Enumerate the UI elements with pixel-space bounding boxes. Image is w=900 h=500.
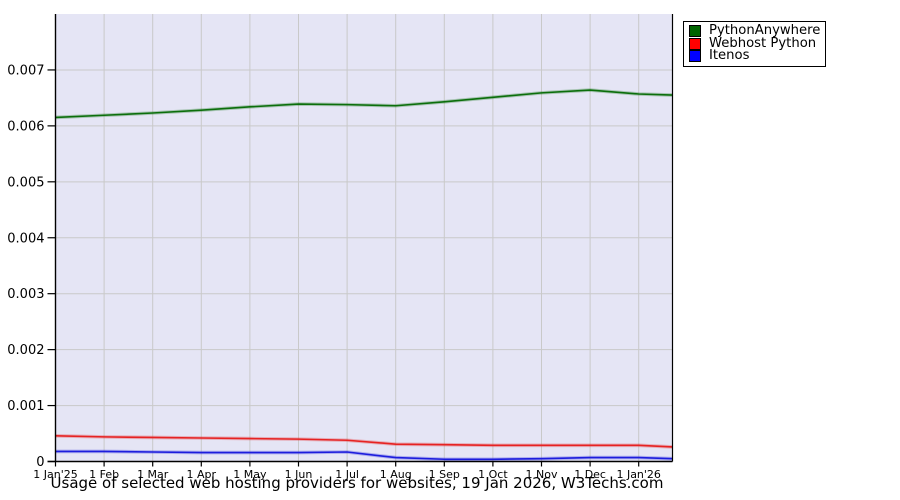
x-axis-label: 1 Apr — [187, 468, 217, 481]
x-axis-label: 1 Oct — [478, 468, 508, 481]
legend-label: Itenos — [709, 48, 750, 64]
series-line-itenos — [55, 450, 673, 461]
y-axis-label: 0.006 — [7, 119, 44, 134]
legend-item-itenos: Itenos — [689, 48, 821, 64]
legend-swatch-pythonanywhere — [689, 25, 701, 38]
legend: PythonAnywhere Webhost Python Itenos — [683, 21, 826, 67]
legend-swatch-itenos — [689, 50, 701, 63]
y-axis-label: 0.002 — [7, 343, 44, 358]
legend-label: Webhost Python — [709, 35, 817, 51]
y-axis-label: 0 — [36, 455, 44, 470]
x-axis-label: 1 Mar — [137, 468, 169, 481]
x-axis-label: 1 Jul — [335, 468, 359, 481]
y-axis-label: 0.004 — [7, 231, 44, 246]
x-axis-label: 1 Dec — [574, 468, 606, 481]
x-axis-label: 1 Feb — [89, 468, 119, 481]
x-axis-label: 1 May — [233, 468, 267, 481]
legend-label: PythonAnywhere — [709, 23, 821, 38]
legend-item-webhost-python: Webhost Python — [689, 35, 821, 51]
y-axis-label: 0.003 — [7, 287, 44, 302]
y-axis-label: 0.001 — [7, 399, 44, 414]
y-axis-label: 0.007 — [7, 63, 44, 78]
x-axis-label: 1 Aug — [380, 468, 412, 481]
x-axis-label: 1 Jun — [285, 468, 313, 481]
x-axis-label: 1 Jan'26 — [616, 468, 660, 481]
x-axis-label: 1 Sep — [429, 468, 460, 481]
chart-title: Usage of selected web hosting providers … — [50, 474, 664, 492]
y-axis-label: 0.005 — [7, 175, 44, 190]
legend-swatch-webhost-python — [689, 37, 701, 50]
series-line-webhost-python — [55, 434, 673, 448]
x-axis-label: 1 Jan'25 — [33, 468, 77, 481]
x-axis-label: 1 Nov — [526, 468, 558, 481]
series-line-pythonanywhere — [55, 89, 673, 119]
legend-item-pythonanywhere: PythonAnywhere — [689, 23, 821, 38]
